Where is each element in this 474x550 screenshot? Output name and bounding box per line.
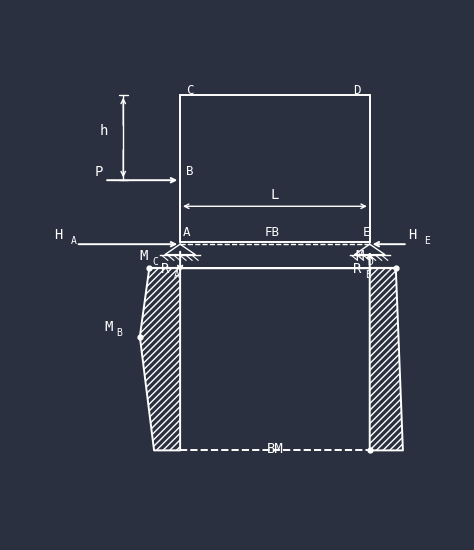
- Text: B: B: [117, 328, 122, 338]
- Text: P: P: [95, 165, 103, 179]
- Text: A: A: [182, 226, 190, 239]
- Text: R: R: [353, 262, 362, 276]
- Text: B: B: [186, 165, 193, 178]
- Text: E: E: [424, 235, 429, 246]
- Text: L: L: [271, 188, 279, 201]
- Text: E: E: [365, 270, 371, 280]
- Text: R: R: [161, 262, 170, 276]
- Text: E: E: [363, 226, 370, 239]
- Text: h: h: [100, 124, 108, 138]
- Text: M: M: [140, 249, 148, 263]
- Text: H: H: [408, 228, 416, 242]
- Text: A: A: [71, 235, 76, 246]
- Text: M: M: [356, 249, 364, 263]
- Text: A: A: [173, 270, 179, 280]
- Text: M: M: [104, 320, 113, 334]
- Text: C: C: [152, 257, 158, 267]
- Text: C: C: [186, 84, 193, 97]
- Text: D: D: [368, 257, 374, 267]
- Text: BM: BM: [266, 442, 283, 456]
- Text: FB: FB: [265, 226, 280, 239]
- Text: H: H: [55, 228, 63, 242]
- Text: D: D: [353, 84, 361, 97]
